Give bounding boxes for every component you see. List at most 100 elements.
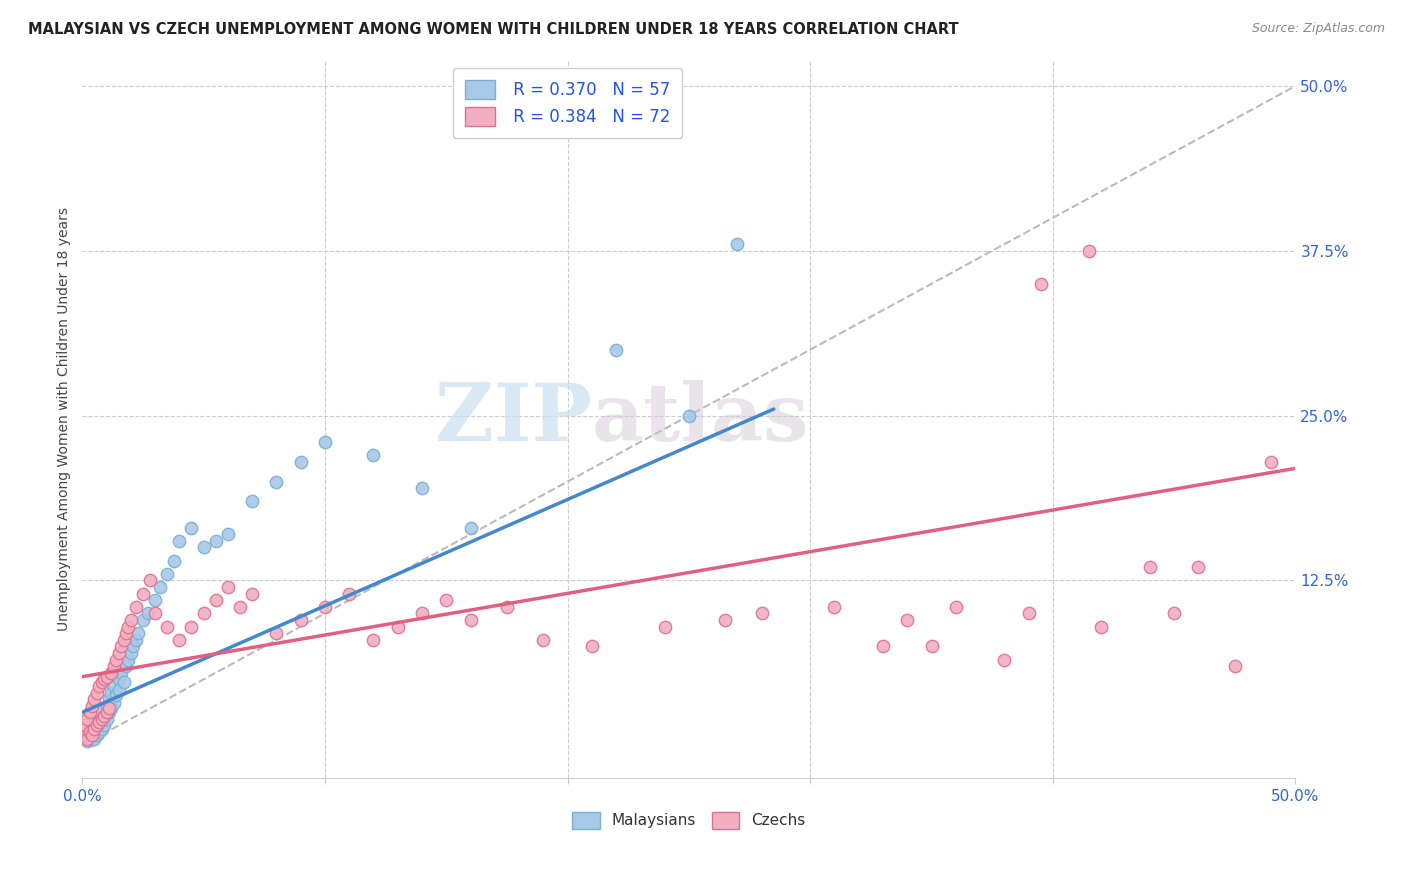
Point bbox=[80, 728, 103, 742]
Point bbox=[434, 593, 457, 607]
Point bbox=[107, 682, 129, 697]
Point bbox=[96, 712, 118, 726]
Point bbox=[363, 448, 385, 462]
Point bbox=[120, 613, 142, 627]
Point bbox=[132, 613, 155, 627]
Point bbox=[124, 632, 146, 647]
Point bbox=[149, 580, 172, 594]
Point bbox=[80, 731, 103, 745]
Point bbox=[86, 685, 108, 699]
Point bbox=[73, 718, 96, 732]
Point bbox=[124, 599, 146, 614]
Point bbox=[1223, 659, 1246, 673]
Point bbox=[460, 521, 482, 535]
Point bbox=[100, 665, 122, 680]
Point bbox=[86, 728, 108, 742]
Point bbox=[96, 698, 118, 713]
Point bbox=[90, 723, 112, 737]
Point bbox=[1090, 619, 1112, 633]
Point bbox=[86, 718, 108, 732]
Point bbox=[204, 533, 226, 548]
Point bbox=[1260, 455, 1282, 469]
Point bbox=[169, 533, 191, 548]
Point bbox=[80, 723, 103, 737]
Point bbox=[90, 675, 112, 690]
Text: ZIP: ZIP bbox=[434, 380, 592, 458]
Text: Source: ZipAtlas.com: Source: ZipAtlas.com bbox=[1251, 22, 1385, 36]
Point bbox=[117, 652, 139, 666]
Point bbox=[180, 521, 202, 535]
Point bbox=[581, 640, 603, 654]
Point bbox=[411, 481, 433, 495]
Point bbox=[163, 554, 186, 568]
Point bbox=[100, 701, 122, 715]
Point bbox=[531, 632, 554, 647]
Point bbox=[1078, 244, 1101, 258]
Point bbox=[83, 731, 105, 746]
Point bbox=[143, 607, 166, 621]
Point bbox=[93, 673, 115, 687]
Point bbox=[136, 607, 159, 621]
Point bbox=[363, 632, 385, 647]
Point bbox=[872, 640, 894, 654]
Point bbox=[122, 640, 145, 654]
Legend: Malaysians, Czechs: Malaysians, Czechs bbox=[567, 805, 811, 835]
Point bbox=[266, 475, 288, 489]
Point bbox=[105, 652, 128, 666]
Point bbox=[204, 593, 226, 607]
Point bbox=[107, 646, 129, 660]
Point bbox=[266, 626, 288, 640]
Point bbox=[132, 586, 155, 600]
Point bbox=[1187, 560, 1209, 574]
Point bbox=[86, 712, 108, 726]
Point bbox=[110, 665, 132, 680]
Point bbox=[411, 607, 433, 621]
Point bbox=[73, 728, 96, 742]
Point bbox=[79, 725, 101, 739]
Point bbox=[240, 586, 263, 600]
Point bbox=[112, 632, 135, 647]
Point bbox=[93, 718, 115, 732]
Point bbox=[79, 733, 101, 747]
Point bbox=[76, 734, 98, 748]
Point bbox=[945, 599, 967, 614]
Point bbox=[156, 619, 179, 633]
Point bbox=[83, 718, 105, 732]
Point bbox=[193, 607, 215, 621]
Point bbox=[725, 237, 748, 252]
Point bbox=[89, 725, 111, 739]
Point bbox=[156, 566, 179, 581]
Point bbox=[103, 679, 125, 693]
Point bbox=[605, 343, 627, 357]
Text: MALAYSIAN VS CZECH UNEMPLOYMENT AMONG WOMEN WITH CHILDREN UNDER 18 YEARS CORRELA: MALAYSIAN VS CZECH UNEMPLOYMENT AMONG WO… bbox=[28, 22, 959, 37]
Point bbox=[115, 659, 138, 673]
Point bbox=[387, 619, 409, 633]
Point bbox=[180, 619, 202, 633]
Point bbox=[89, 706, 111, 720]
Point bbox=[107, 673, 129, 687]
Y-axis label: Unemployment Among Women with Children Under 18 years: Unemployment Among Women with Children U… bbox=[58, 207, 72, 631]
Point bbox=[217, 580, 239, 594]
Point bbox=[143, 593, 166, 607]
Point bbox=[76, 728, 98, 742]
Point bbox=[89, 714, 111, 729]
Point bbox=[90, 714, 112, 729]
Point bbox=[751, 607, 773, 621]
Point bbox=[314, 435, 336, 450]
Point bbox=[100, 685, 122, 699]
Point bbox=[120, 646, 142, 660]
Point bbox=[127, 626, 149, 640]
Point bbox=[93, 709, 115, 723]
Point bbox=[110, 640, 132, 654]
Point bbox=[98, 701, 121, 715]
Point bbox=[1139, 560, 1161, 574]
Point bbox=[896, 613, 918, 627]
Point bbox=[678, 409, 700, 423]
Point bbox=[76, 712, 98, 726]
Point bbox=[103, 696, 125, 710]
Point bbox=[73, 731, 96, 746]
Point bbox=[139, 574, 162, 588]
Point bbox=[993, 652, 1015, 666]
Point bbox=[654, 619, 676, 633]
Point bbox=[112, 675, 135, 690]
